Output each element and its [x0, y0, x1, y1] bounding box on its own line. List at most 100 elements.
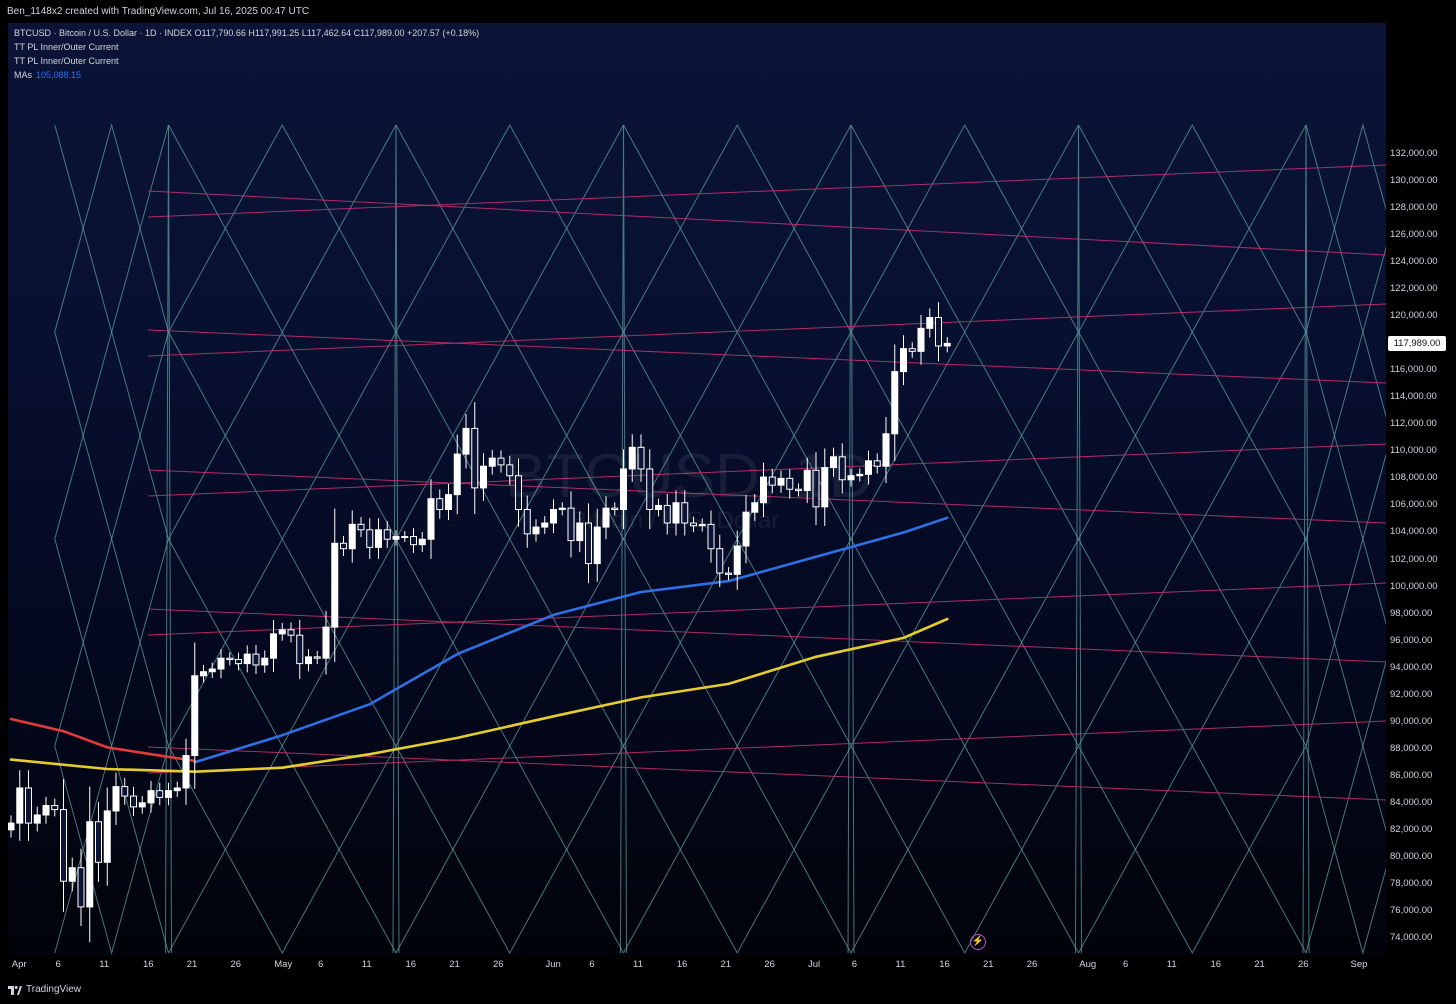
candle-body [917, 327, 925, 352]
legend-symbol-line[interactable]: BTCUSD · Bitcoin / U.S. Dollar · 1D · IN… [14, 28, 480, 38]
mesh-diagonal [168, 744, 397, 954]
candle-body [42, 805, 50, 816]
chart-canvas[interactable] [8, 23, 1386, 955]
price-tick-label: 94,000.00 [1390, 661, 1433, 673]
mesh-diagonal [1078, 123, 1307, 333]
time-tick-label: 6 [318, 959, 324, 970]
channel-line [147, 164, 1386, 218]
candle-body [812, 469, 820, 508]
time-tick-label: 11 [895, 959, 906, 970]
candle-body [103, 810, 111, 863]
mesh-diagonal [623, 745, 852, 955]
candle [95, 802, 102, 882]
mesh-diagonal [850, 744, 1079, 954]
candle [296, 619, 304, 679]
candle [226, 652, 234, 666]
candle [418, 531, 426, 552]
candle-body [86, 821, 94, 908]
candle [646, 449, 654, 530]
candle [25, 770, 32, 841]
candle [130, 786, 137, 817]
candle-body [865, 460, 872, 475]
price-tick-label: 90,000.00 [1390, 715, 1433, 727]
mesh-diagonal [54, 744, 169, 954]
candle-body [191, 675, 199, 757]
candle-body [550, 509, 557, 524]
candle [480, 453, 487, 501]
candle-body [217, 657, 225, 670]
mesh-diagonal [54, 331, 169, 541]
chart-area[interactable]: BTCUSD, 1D Bitcoin / U.S. Dollar BTCUSD … [8, 23, 1386, 955]
candle [322, 610, 330, 675]
mesh-diagonal [850, 124, 1079, 334]
time-tick-label: 26 [764, 959, 775, 970]
time-axis[interactable]: Apr 6 11 16 21 26 May 6 11 16 21 26 Jun 6 11 16 21 26 Jul 6… [8, 955, 1386, 977]
mesh-diagonal [54, 330, 169, 540]
candle-body [77, 867, 85, 908]
mesh-diagonal [1078, 537, 1307, 747]
candle-body [270, 633, 277, 659]
mesh-diagonal [168, 330, 397, 540]
candle-body [243, 653, 251, 665]
candle [331, 508, 339, 662]
price-axis[interactable]: 74,000.00 76,000.00 78,000.00 80,000.00 82,0… [1386, 23, 1448, 955]
legend-indicator-1[interactable]: TT PL Inner/Outer Current [14, 42, 119, 52]
mesh-diagonal [850, 745, 1079, 955]
attribution-text: Ben_1148x2 created with TradingView.com,… [7, 6, 310, 17]
candle-body [611, 507, 619, 511]
candle-body [445, 494, 452, 511]
candle [182, 738, 190, 805]
candle [506, 455, 514, 485]
candle-body [707, 523, 715, 550]
candle-body [278, 629, 286, 635]
candle-body [742, 511, 750, 547]
candle-body [331, 542, 339, 628]
candle [453, 434, 461, 515]
candle [637, 434, 645, 482]
candle-body [147, 790, 155, 804]
time-tick-label: 16 [676, 959, 688, 970]
candle [313, 650, 321, 665]
candle [77, 848, 85, 927]
legend-indicator-2[interactable]: TT PL Inner/Outer Current [14, 56, 119, 66]
candle-body [462, 427, 470, 455]
candle [200, 664, 207, 683]
candle-body [576, 522, 584, 542]
mesh-diagonal [623, 744, 852, 954]
time-tick-label: 11 [633, 959, 643, 970]
mesh-diagonal [1305, 123, 1386, 333]
candle-body [287, 629, 295, 636]
time-tick-label: 16 [939, 959, 950, 970]
mesh-diagonal [850, 123, 1079, 333]
pink-channel-lines [147, 164, 1386, 801]
candle [523, 495, 531, 548]
candle-body [681, 502, 689, 524]
channel-line [147, 443, 1386, 497]
candle [235, 652, 242, 671]
candle [191, 642, 199, 789]
candle [340, 535, 347, 557]
candle-body [795, 488, 802, 492]
candle [375, 518, 382, 559]
candle [252, 644, 260, 675]
candle-body [873, 460, 881, 467]
candle-body [112, 786, 120, 812]
candle-body [935, 317, 942, 347]
candle-body [716, 548, 724, 574]
price-tick-label: 104,000.00 [1390, 526, 1438, 538]
candle [663, 493, 671, 535]
candle-body [25, 787, 32, 824]
candle [777, 470, 785, 493]
candle [383, 521, 391, 548]
mesh-diagonal [395, 124, 624, 334]
candle [357, 517, 365, 538]
candle [51, 798, 59, 817]
event-lightning-icon[interactable]: ⚡ [970, 934, 986, 950]
time-tick-label: 11 [99, 959, 110, 970]
legend-ma[interactable]: MAs 105,088.15 [14, 70, 81, 80]
candle [628, 434, 636, 482]
candle-body [16, 787, 24, 824]
time-tick-label: Jun [545, 959, 561, 970]
candle [611, 502, 619, 516]
